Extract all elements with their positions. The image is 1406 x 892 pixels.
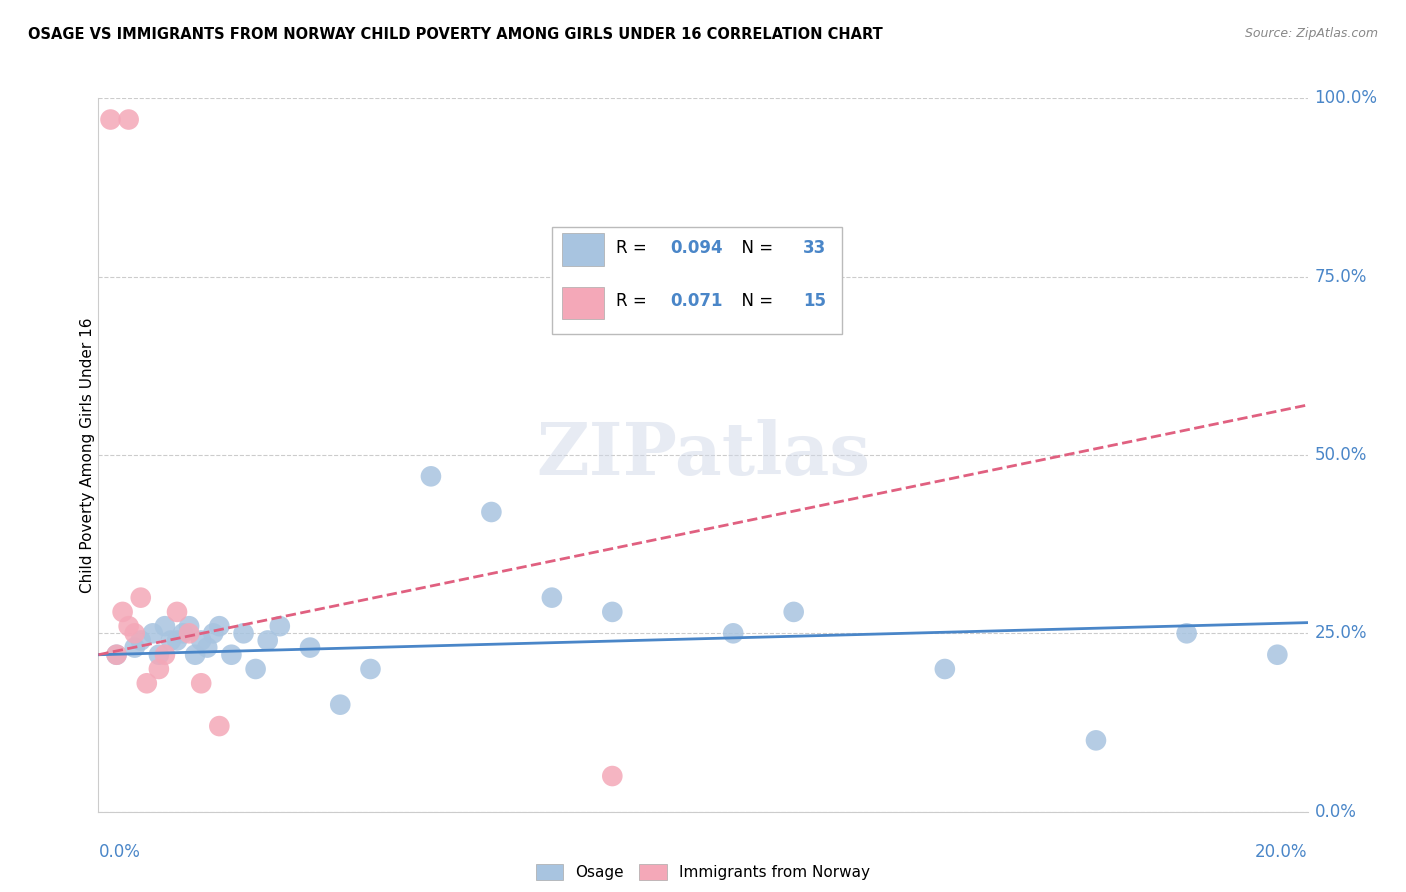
Point — [153, 648, 176, 662]
Y-axis label: Child Poverty Among Girls Under 16: Child Poverty Among Girls Under 16 — [80, 318, 94, 592]
Point — [190, 676, 212, 690]
Point — [148, 648, 170, 662]
Point — [124, 640, 146, 655]
Point — [269, 619, 291, 633]
Point — [190, 633, 212, 648]
Text: R =: R = — [616, 239, 652, 257]
Point — [245, 662, 267, 676]
Text: 100.0%: 100.0% — [1315, 89, 1378, 107]
Text: 0.094: 0.094 — [671, 239, 723, 257]
Text: 25.0%: 25.0% — [1315, 624, 1367, 642]
Point — [142, 626, 165, 640]
Bar — [561, 234, 603, 266]
Point — [934, 662, 956, 676]
Point — [232, 626, 254, 640]
Text: R =: R = — [616, 293, 652, 310]
Text: N =: N = — [731, 293, 778, 310]
Point — [184, 648, 207, 662]
Point — [602, 605, 624, 619]
Text: N =: N = — [731, 239, 778, 257]
Point — [111, 605, 134, 619]
Point — [723, 626, 745, 640]
Point — [179, 626, 201, 640]
Text: 20.0%: 20.0% — [1256, 843, 1308, 861]
Point — [782, 605, 804, 619]
Point — [124, 626, 146, 640]
Point — [1175, 626, 1198, 640]
Point — [540, 591, 562, 605]
Point — [1267, 648, 1289, 662]
Point — [160, 633, 183, 648]
Point — [105, 648, 128, 662]
Text: 0.0%: 0.0% — [1315, 803, 1357, 821]
Point — [105, 648, 128, 662]
Legend: Osage, Immigrants from Norway: Osage, Immigrants from Norway — [530, 858, 876, 886]
Point — [360, 662, 382, 676]
Point — [1085, 733, 1108, 747]
Point — [172, 626, 194, 640]
Point — [602, 769, 624, 783]
Text: 0.071: 0.071 — [671, 293, 723, 310]
Text: ZIPatlas: ZIPatlas — [536, 419, 870, 491]
FancyBboxPatch shape — [551, 227, 842, 334]
Text: 50.0%: 50.0% — [1315, 446, 1367, 464]
Point — [153, 619, 176, 633]
Point — [129, 633, 152, 648]
Point — [329, 698, 352, 712]
Point — [166, 633, 188, 648]
Point — [179, 619, 201, 633]
Text: 0.0%: 0.0% — [98, 843, 141, 861]
Point — [100, 112, 122, 127]
Point — [118, 112, 141, 127]
Text: OSAGE VS IMMIGRANTS FROM NORWAY CHILD POVERTY AMONG GIRLS UNDER 16 CORRELATION C: OSAGE VS IMMIGRANTS FROM NORWAY CHILD PO… — [28, 27, 883, 42]
Point — [256, 633, 278, 648]
Point — [481, 505, 503, 519]
Text: 33: 33 — [803, 239, 827, 257]
Point — [166, 605, 188, 619]
Point — [202, 626, 225, 640]
Point — [118, 619, 141, 633]
Point — [208, 719, 231, 733]
Point — [129, 591, 152, 605]
Point — [148, 662, 170, 676]
Point — [299, 640, 322, 655]
Point — [135, 676, 157, 690]
Point — [208, 619, 231, 633]
Point — [221, 648, 243, 662]
Bar — [561, 287, 603, 319]
Point — [420, 469, 443, 483]
Text: 75.0%: 75.0% — [1315, 268, 1367, 285]
Text: Source: ZipAtlas.com: Source: ZipAtlas.com — [1244, 27, 1378, 40]
Point — [195, 640, 218, 655]
Text: 15: 15 — [803, 293, 827, 310]
